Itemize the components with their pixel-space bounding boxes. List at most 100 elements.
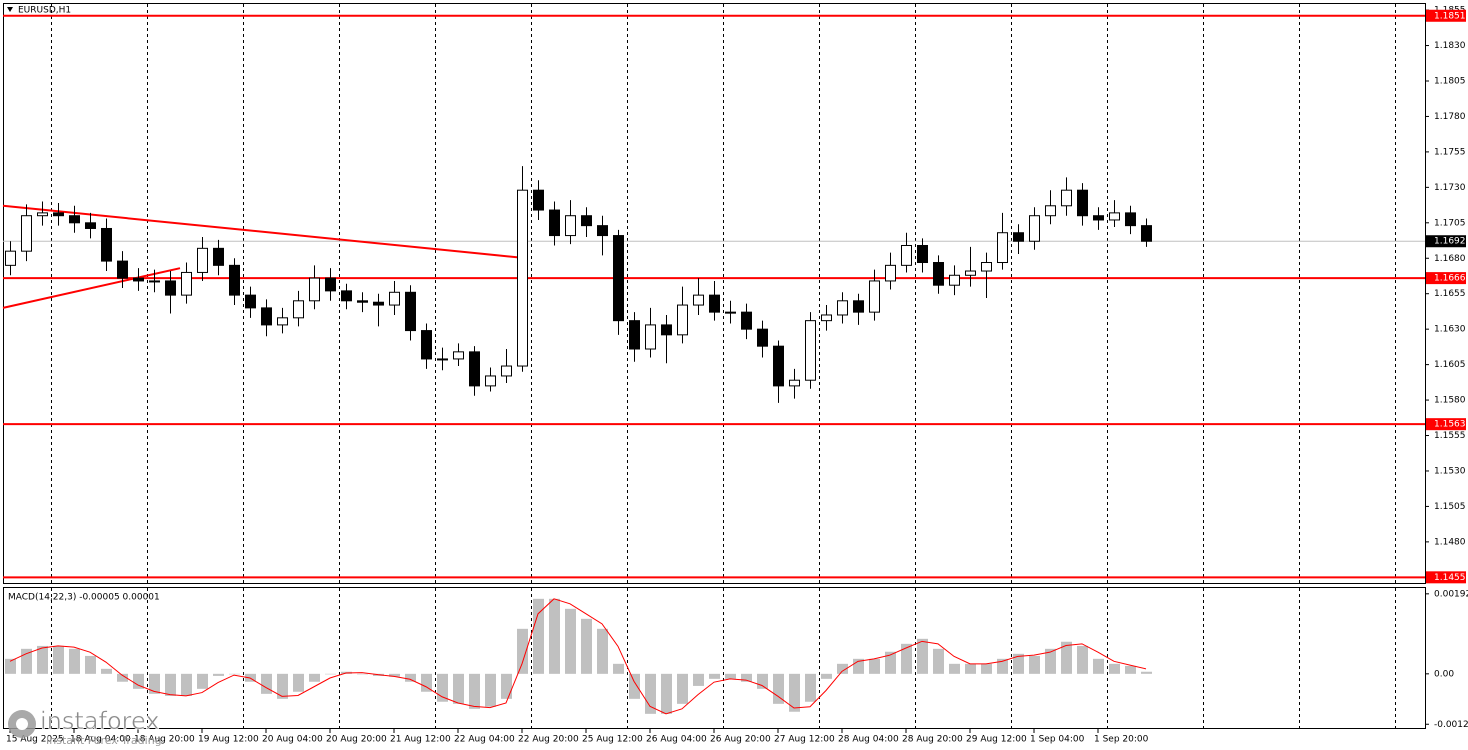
- bear-candle: [469, 351, 480, 387]
- bull-candle: [869, 280, 880, 313]
- macd-bar: [1045, 648, 1056, 674]
- macd-bar: [565, 608, 576, 674]
- macd-bar: [309, 673, 320, 682]
- bear-candle: [85, 222, 96, 229]
- macd-bar: [533, 598, 544, 674]
- bear-candle: [229, 264, 240, 296]
- macd-bar: [5, 658, 16, 674]
- bull-candle: [5, 250, 16, 266]
- bear-candle: [853, 300, 864, 313]
- bull-candle: [725, 311, 736, 314]
- bull-candle: [1029, 215, 1040, 242]
- macd-bar: [453, 673, 464, 704]
- macd-bar: [469, 673, 480, 709]
- bull-candle: [293, 300, 304, 319]
- current-price-box: [1426, 235, 1466, 248]
- bull-candle: [981, 262, 992, 272]
- macd-bar: [773, 673, 784, 704]
- macd-bar: [261, 673, 272, 694]
- macd-bar: [981, 663, 992, 674]
- x-tick-label: 26 Aug 20:00: [710, 735, 771, 745]
- macd-bar: [117, 673, 128, 682]
- macd-bar: [197, 673, 208, 689]
- level-label: 1.1563: [1434, 420, 1466, 430]
- x-tick-label: 25 Aug 12:00: [582, 735, 643, 745]
- y-tick-label: 1.1630: [1434, 325, 1466, 335]
- macd-bar: [581, 618, 592, 674]
- macd-frame: [3, 587, 1426, 729]
- bear-candle: [613, 235, 624, 322]
- x-tick-label: 18 Aug 20:00: [134, 735, 195, 745]
- macd-bar: [1077, 645, 1088, 674]
- macd-bar: [549, 598, 560, 674]
- y-tick-label: 1.1480: [1434, 537, 1466, 547]
- logo-icon-center: [16, 718, 28, 730]
- x-tick-label: 29 Aug 12:00: [966, 735, 1027, 745]
- bear-candle: [549, 209, 560, 237]
- macd-bar: [789, 673, 800, 712]
- macd-bar: [725, 673, 736, 679]
- y2-tick-label: -0.00121: [1434, 720, 1468, 730]
- x-tick-label: 18 Aug 04:00: [70, 735, 131, 745]
- bear-candle: [533, 189, 544, 211]
- macd-bar: [165, 673, 176, 696]
- bull-candle: [1109, 212, 1120, 221]
- bear-candle: [1077, 189, 1088, 217]
- x-tick-label: 28 Aug 20:00: [902, 735, 963, 745]
- bear-candle: [405, 291, 416, 332]
- x-tick-label: 15 Aug 2025: [6, 735, 64, 745]
- bull-candle: [21, 215, 32, 252]
- macd-bar: [277, 673, 288, 699]
- macd-bar: [949, 663, 960, 674]
- macd-bar: [741, 673, 752, 682]
- bull-candle: [309, 277, 320, 302]
- x-tick-label: 20 Aug 04:00: [262, 735, 323, 745]
- y-tick-label: 1.1780: [1434, 112, 1466, 122]
- bull-candle: [485, 375, 496, 387]
- bear-candle: [69, 215, 80, 224]
- macd-bar: [677, 673, 688, 704]
- bear-candle: [1093, 215, 1104, 221]
- bear-candle: [165, 280, 176, 296]
- bear-candle: [421, 330, 432, 360]
- x-tick-label: 22 Aug 04:00: [454, 735, 515, 745]
- bull-candle: [389, 291, 400, 306]
- macd-bar: [21, 648, 32, 674]
- macd-bar: [645, 673, 656, 714]
- x-tick-label: 1 Sep 20:00: [1094, 735, 1149, 745]
- bear-candle: [357, 300, 368, 303]
- macd-bar: [517, 628, 528, 674]
- bear-candle: [261, 307, 272, 326]
- bear-candle: [917, 244, 928, 264]
- y-tick-label: 1.1680: [1434, 254, 1466, 264]
- level-label-box: [1426, 272, 1466, 285]
- bear-candle: [933, 262, 944, 286]
- bull-candle: [181, 271, 192, 296]
- x-tick-label: 21 Aug 12:00: [390, 735, 451, 745]
- macd-bar: [37, 645, 48, 674]
- bear-candle: [629, 320, 640, 350]
- macd-title: MACD(14,22,3) -0.00005 0.00001: [8, 593, 160, 603]
- macd-bar: [213, 673, 224, 676]
- level-label-box: [1426, 571, 1466, 584]
- logo-name: instaforex: [40, 707, 160, 735]
- macd-bar: [389, 673, 400, 677]
- logo: instaforex Instant Forex Trading: [8, 707, 162, 747]
- macd-bar: [1125, 665, 1136, 674]
- macd-bar: [101, 668, 112, 674]
- macd-bar: [421, 673, 432, 692]
- y2-tick-label: 0.00: [1434, 669, 1454, 679]
- menu-arrow: [7, 7, 13, 12]
- bull-candle: [837, 300, 848, 316]
- y-tick-label: 1.1730: [1434, 183, 1466, 193]
- macd-bar: [293, 673, 304, 692]
- macd-bar: [133, 673, 144, 689]
- macd-bar: [229, 673, 240, 675]
- bull-candle: [517, 189, 528, 367]
- bull-candle: [437, 358, 448, 361]
- bear-candle: [661, 324, 672, 336]
- y-tick-label: 1.1505: [1434, 502, 1466, 512]
- macd-bar: [405, 673, 416, 682]
- macd-bar: [181, 673, 192, 696]
- y-tick-label: 1.1555: [1434, 431, 1466, 441]
